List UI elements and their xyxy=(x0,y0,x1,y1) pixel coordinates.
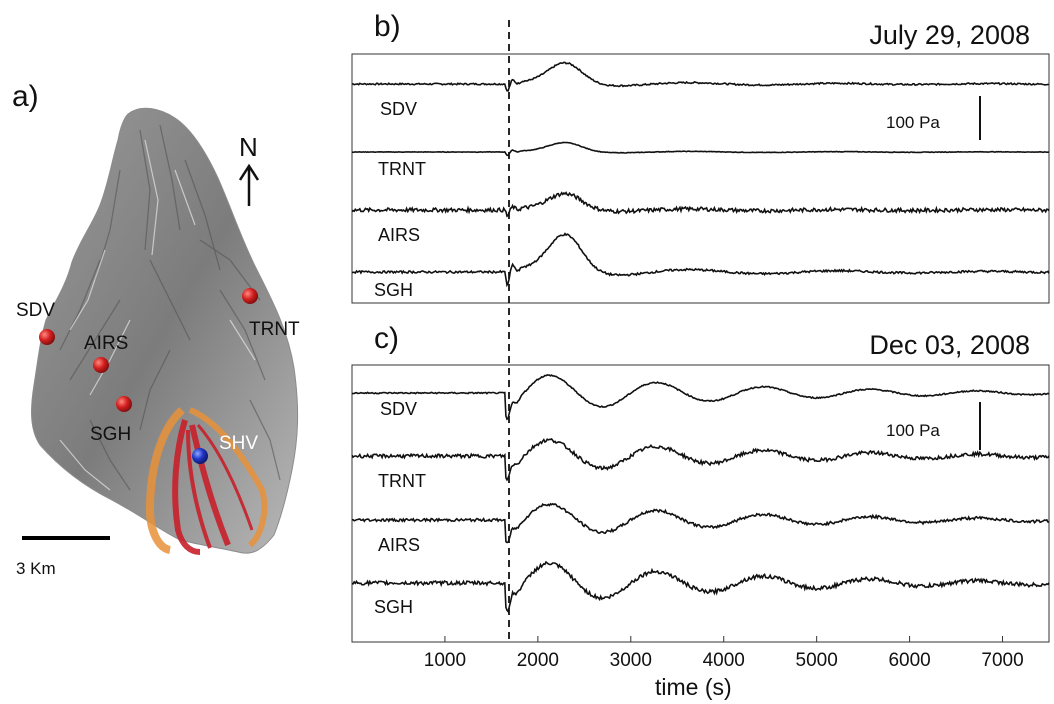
panel-b-trace-trnt xyxy=(351,141,1050,157)
north-label: N xyxy=(239,132,258,162)
panel-b-trace-sgh xyxy=(351,232,1050,288)
panel-b-trace-airs xyxy=(351,191,1050,218)
map-label-trnt: TRNT xyxy=(249,319,300,340)
x-tick-label: 2000 xyxy=(516,650,559,671)
panel-c-frame xyxy=(351,364,1050,643)
station-marker-sgh xyxy=(116,396,132,412)
x-tick-label: 1000 xyxy=(423,650,467,671)
panel-b-station-airs: AIRS xyxy=(378,225,421,245)
panel-b-scale-label: 100 Pa xyxy=(886,113,940,132)
x-axis-label: time (s) xyxy=(655,674,732,700)
panel-c-trace-sdv xyxy=(351,374,1050,421)
island-map xyxy=(22,107,299,555)
x-tick-label: 7000 xyxy=(981,650,1024,671)
station-marker-sdv xyxy=(39,329,55,345)
panel-b-station-sdv: SDV xyxy=(380,99,418,119)
panel-c-station-sdv: SDV xyxy=(380,399,418,419)
panel-c-trace-airs xyxy=(351,502,1050,544)
x-tick-label: 5000 xyxy=(795,650,838,671)
panel-c-trace-trnt xyxy=(351,438,1050,482)
x-tick-label: 6000 xyxy=(888,650,931,671)
panel-a-label: a) xyxy=(12,80,39,113)
station-marker-airs xyxy=(93,357,109,373)
volcano-marker-shv xyxy=(192,448,208,464)
x-tick-label: 3000 xyxy=(609,650,652,671)
station-marker-trnt xyxy=(242,288,258,304)
terrain-highlights xyxy=(59,139,256,491)
panel-c-station-trnt: TRNT xyxy=(378,471,426,491)
map-label-sgh: SGH xyxy=(90,424,132,445)
map-label-sdv: SDV xyxy=(16,300,56,321)
panel-c-date: Dec 03, 2008 xyxy=(869,330,1030,360)
map-label-shv: SHV xyxy=(219,433,259,454)
x-tick-label: 4000 xyxy=(702,650,745,671)
north-arrow-icon xyxy=(238,163,260,206)
panel-b-station-trnt: TRNT xyxy=(378,159,426,179)
panel-b-station-sgh: SGH xyxy=(374,280,414,300)
panel-c-label: c) xyxy=(374,322,399,355)
panel-c-station-airs: AIRS xyxy=(378,535,421,555)
panel-c-trace-sgh xyxy=(351,560,1050,614)
panel-c-station-sgh: SGH xyxy=(374,597,414,617)
flow-deposits xyxy=(145,407,268,555)
panel-c-scale-label: 100 Pa xyxy=(886,421,940,440)
panel-b-date: July 29, 2008 xyxy=(869,20,1030,50)
map-scale-label: 3 Km xyxy=(16,559,56,578)
x-axis-ticks xyxy=(444,636,1004,642)
panel-b-trace-sdv xyxy=(351,61,1050,92)
map-label-airs: AIRS xyxy=(84,333,129,354)
waveform-traces xyxy=(351,61,1050,614)
panel-b-label: b) xyxy=(374,10,401,43)
panel-b-frame xyxy=(351,53,1050,304)
